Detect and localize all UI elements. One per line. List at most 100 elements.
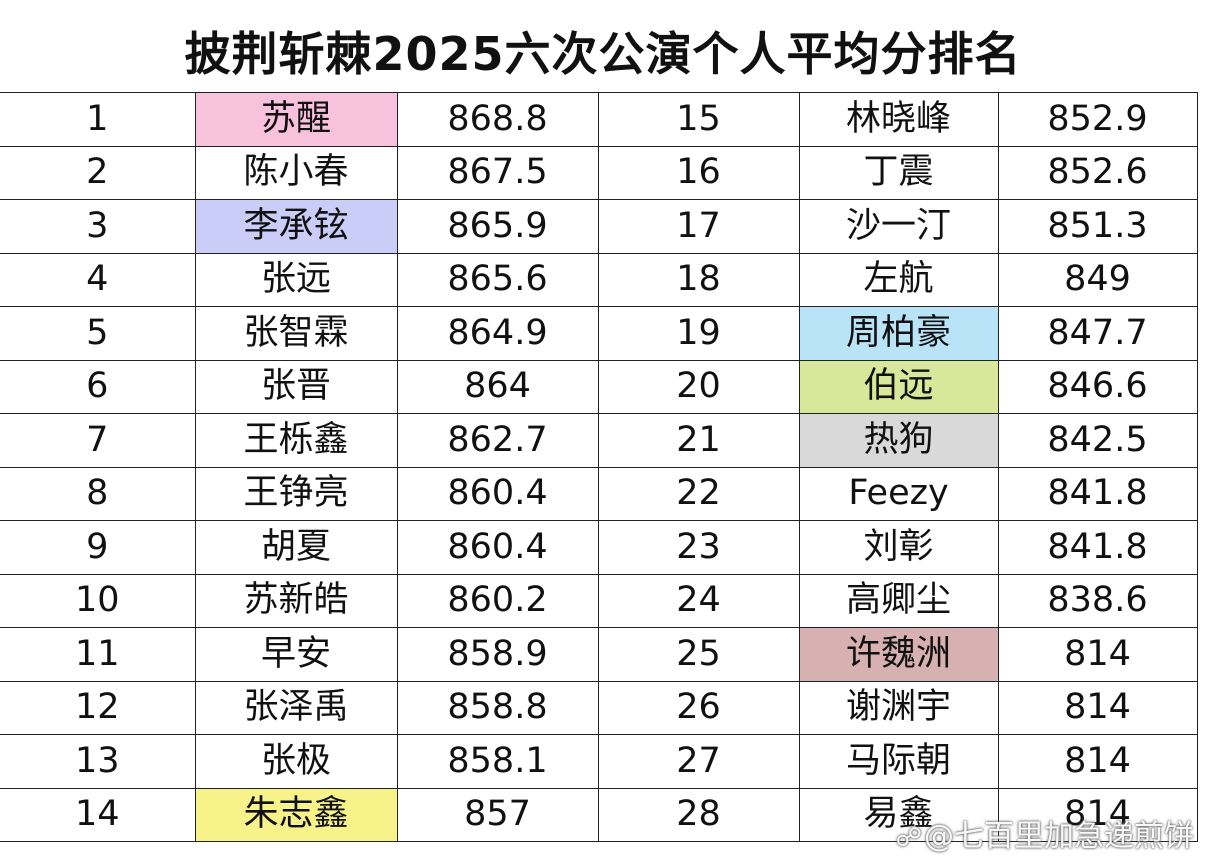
table-row: 2 陈小春 867.5 16 丁震 852.6 — [0, 145, 1198, 200]
table-row: 11 早安 858.9 25 许魏洲 814 — [0, 627, 1198, 682]
right-name-cell: 谢渊宇 — [798, 680, 999, 735]
left-score-cell: 858.8 — [396, 680, 599, 735]
left-rank-cell: 7 — [0, 413, 196, 468]
right-rank-cell: 25 — [597, 627, 800, 682]
left-name-cell: 苏醒 — [194, 92, 398, 147]
left-name-cell: 张极 — [194, 734, 398, 789]
left-name-cell: 胡夏 — [194, 520, 398, 575]
right-score-cell: 852.6 — [997, 145, 1198, 200]
right-name-cell: 热狗 — [798, 413, 999, 468]
right-rank-cell: 24 — [597, 573, 800, 628]
table-row: 6 张晋 864 20 伯远 846.6 — [0, 359, 1198, 414]
left-name-cell: 苏新皓 — [194, 573, 398, 628]
right-rank-cell: 23 — [597, 520, 800, 575]
table-row: 12 张泽禹 858.8 26 谢渊宇 814 — [0, 680, 1198, 735]
left-name-cell: 张泽禹 — [194, 680, 398, 735]
right-rank-cell: 18 — [597, 252, 800, 307]
left-score-cell: 868.8 — [396, 92, 599, 147]
right-score-cell: 846.6 — [997, 359, 1198, 414]
right-score-cell: 814 — [997, 734, 1198, 789]
left-rank-cell: 6 — [0, 359, 196, 414]
right-rank-cell: 27 — [597, 734, 800, 789]
right-score-cell: 841.8 — [997, 520, 1198, 575]
left-rank-cell: 14 — [0, 787, 196, 842]
right-score-cell: 841.8 — [997, 466, 1198, 521]
left-name-cell: 李承铉 — [194, 199, 398, 254]
right-score-cell: 852.9 — [997, 92, 1198, 147]
table-row: 7 王栎鑫 862.7 21 热狗 842.5 — [0, 413, 1198, 468]
right-name-cell: Feezy — [798, 466, 999, 521]
left-rank-cell: 9 — [0, 520, 196, 575]
right-score-cell: 849 — [997, 252, 1198, 307]
watermark: ☍@七百里加急递煎饼 — [896, 811, 1194, 855]
left-rank-cell: 12 — [0, 680, 196, 735]
right-rank-cell: 22 — [597, 466, 800, 521]
table-row: 10 苏新皓 860.2 24 高卿尘 838.6 — [0, 573, 1198, 628]
table-row: 14 朱志鑫 857 28 易鑫 814 — [0, 787, 1198, 842]
table-row: 9 胡夏 860.4 23 刘彰 841.8 — [0, 520, 1198, 575]
table-row: 3 李承铉 865.9 17 沙一汀 851.3 — [0, 199, 1198, 254]
right-rank-cell: 19 — [597, 306, 800, 361]
right-score-cell: 851.3 — [997, 199, 1198, 254]
ranking-table: 1 苏醒 868.8 15 林晓峰 852.9 2 陈小春 867.5 16 丁震 852.6 3 李承铉… — [0, 92, 1198, 842]
left-name-cell: 陈小春 — [194, 145, 398, 200]
left-name-cell: 张晋 — [194, 359, 398, 414]
left-score-cell: 862.7 — [396, 413, 599, 468]
left-score-cell: 867.5 — [396, 145, 599, 200]
table-row: 1 苏醒 868.8 15 林晓峰 852.9 — [0, 92, 1198, 147]
right-name-cell: 左航 — [798, 252, 999, 307]
left-score-cell: 858.9 — [396, 627, 599, 682]
right-name-cell: 高卿尘 — [798, 573, 999, 628]
right-rank-cell: 15 — [597, 92, 800, 147]
left-rank-cell: 3 — [0, 199, 196, 254]
left-score-cell: 858.1 — [396, 734, 599, 789]
left-rank-cell: 10 — [0, 573, 196, 628]
left-score-cell: 864 — [396, 359, 599, 414]
right-name-cell: 马际朝 — [798, 734, 999, 789]
right-name-cell: 易鑫 — [798, 787, 999, 842]
left-name-cell: 王铮亮 — [194, 466, 398, 521]
left-name-cell: 朱志鑫 — [194, 787, 398, 842]
left-name-cell: 张智霖 — [194, 306, 398, 361]
right-score-cell: 814 — [997, 787, 1198, 842]
left-rank-cell: 4 — [0, 252, 196, 307]
right-name-cell: 周柏豪 — [798, 306, 999, 361]
left-rank-cell: 11 — [0, 627, 196, 682]
right-name-cell: 丁震 — [798, 145, 999, 200]
watermark-text: @七百里加急递煎饼 — [924, 819, 1194, 854]
table-row: 8 王铮亮 860.4 22 Feezy 841.8 — [0, 466, 1198, 521]
weibo-icon: ☍ — [895, 823, 922, 853]
page-title: 披荆斩棘2025六次公演个人平均分排名 — [184, 27, 1022, 81]
left-name-cell: 王栎鑫 — [194, 413, 398, 468]
right-rank-cell: 26 — [597, 680, 800, 735]
left-name-cell: 早安 — [194, 627, 398, 682]
table-row: 13 张极 858.1 27 马际朝 814 — [0, 734, 1198, 789]
left-score-cell: 857 — [396, 787, 599, 842]
right-rank-cell: 28 — [597, 787, 800, 842]
left-score-cell: 860.4 — [396, 520, 599, 575]
right-score-cell: 842.5 — [997, 413, 1198, 468]
right-score-cell: 838.6 — [997, 573, 1198, 628]
left-rank-cell: 1 — [0, 92, 196, 147]
right-score-cell: 847.7 — [997, 306, 1198, 361]
right-rank-cell: 17 — [597, 199, 800, 254]
left-rank-cell: 8 — [0, 466, 196, 521]
left-score-cell: 860.4 — [396, 466, 599, 521]
left-score-cell: 864.9 — [396, 306, 599, 361]
left-score-cell: 865.9 — [396, 199, 599, 254]
left-score-cell: 865.6 — [396, 252, 599, 307]
right-score-cell: 814 — [997, 627, 1198, 682]
right-name-cell: 沙一汀 — [798, 199, 999, 254]
left-rank-cell: 5 — [0, 306, 196, 361]
right-score-cell: 814 — [997, 680, 1198, 735]
table-row: 5 张智霖 864.9 19 周柏豪 847.7 — [0, 306, 1198, 361]
left-rank-cell: 13 — [0, 734, 196, 789]
right-rank-cell: 21 — [597, 413, 800, 468]
right-name-cell: 伯远 — [798, 359, 999, 414]
right-name-cell: 许魏洲 — [798, 627, 999, 682]
left-rank-cell: 2 — [0, 145, 196, 200]
right-rank-cell: 16 — [597, 145, 800, 200]
left-name-cell: 张远 — [194, 252, 398, 307]
right-rank-cell: 20 — [597, 359, 800, 414]
table-row: 4 张远 865.6 18 左航 849 — [0, 252, 1198, 307]
